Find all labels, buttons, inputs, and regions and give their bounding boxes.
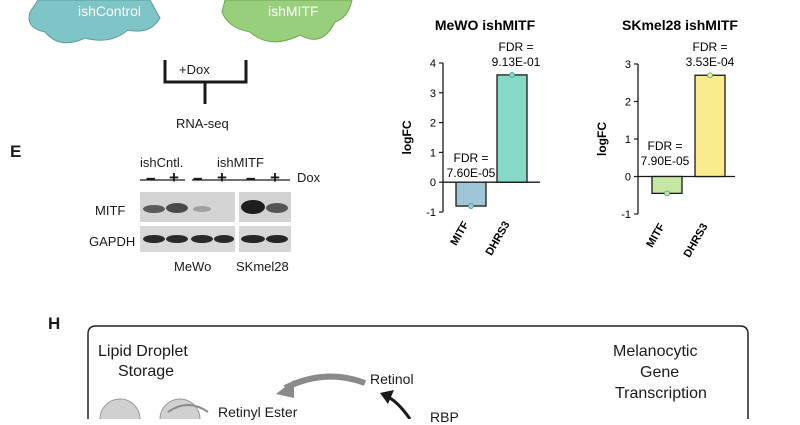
row-label-mitf: MITF <box>95 203 126 218</box>
y-axis-label: logFC <box>400 120 414 154</box>
retinyl-ester-label: Retinyl Ester <box>218 404 298 420</box>
chart-title: MeWO ishMITF <box>435 17 536 33</box>
lane-sign-1: – <box>146 168 156 187</box>
x-tick-label: DHRS3 <box>682 222 711 260</box>
panel-label-e: E <box>10 142 22 161</box>
y-tick-label: 4 <box>430 58 436 70</box>
bar-mitf <box>455 181 487 207</box>
transcription-label-1: Melanocytic <box>613 343 698 360</box>
x-tick-label: MITF <box>644 221 667 249</box>
fdr-value: 9.13E-01 <box>492 55 541 69</box>
storage-label-2: Storage <box>118 363 175 380</box>
ish-mitf-label: ishMITF <box>268 3 319 19</box>
lane-sign-6: + <box>270 168 280 187</box>
group-underlines <box>140 170 290 181</box>
data-point <box>509 72 515 78</box>
data-point <box>468 203 474 209</box>
row-label-gapdh: GAPDH <box>89 234 136 249</box>
fdr-label: FDR = <box>692 40 727 54</box>
lane-sign-2: + <box>169 168 179 187</box>
fdr-value: 3.53E-04 <box>686 55 735 69</box>
diagram-frame <box>87 325 749 419</box>
y-tick-label: 1 <box>625 134 631 146</box>
fdr-value: 7.90E-05 <box>641 154 690 168</box>
y-tick-label: 0 <box>430 177 436 189</box>
bar-dhrs3 <box>496 74 528 183</box>
storage-label-1: Lipid Droplet <box>98 343 188 360</box>
chart-title: SKmel28 ishMITF <box>622 17 738 33</box>
y-axis-label: logFC <box>595 122 609 156</box>
y-tick-label: -1 <box>426 207 436 219</box>
x-tick-label: MITF <box>448 219 471 247</box>
data-point <box>664 190 670 197</box>
rbp-label: RBP <box>430 409 459 425</box>
ish-control-label: ishControl <box>78 3 142 19</box>
rna-seq-label: RNA-seq <box>176 116 229 131</box>
dox-bracket <box>163 60 248 104</box>
dox-label: Dox <box>297 170 321 185</box>
cell-schematic <box>0 0 360 140</box>
y-tick-label: 3 <box>625 59 631 71</box>
ish-mitf-cell <box>221 0 353 43</box>
fdr-label: FDR = <box>453 151 488 165</box>
y-tick-label: 1 <box>430 147 436 159</box>
group-label-ishcntl: ishCntl. <box>140 155 184 170</box>
retinol-label: Retinol <box>370 371 414 387</box>
y-tick-label: 2 <box>625 97 631 109</box>
fdr-value: 7.60E-05 <box>447 166 496 180</box>
transcription-label-2: Gene <box>640 364 680 381</box>
lane-sign-4: + <box>217 168 227 187</box>
y-tick-label: -1 <box>621 209 631 221</box>
lane-sign-5: – <box>246 168 256 187</box>
x-tick-label: DHRS3 <box>484 220 513 258</box>
panel-label-h: H <box>48 314 61 333</box>
fdr-label: FDR = <box>647 139 682 153</box>
lipid-droplet-1 <box>99 398 141 425</box>
retinol-uptake-arrow <box>387 395 412 420</box>
data-point <box>707 72 713 79</box>
fdr-label: FDR = <box>498 40 533 54</box>
transcription-label-3: Transcription <box>615 385 707 402</box>
group-label-ishmitf: ishMITF <box>217 155 264 170</box>
y-tick-label: 3 <box>430 88 436 100</box>
cell-line-skmel28: SKmel28 <box>236 259 289 274</box>
bar-dhrs3 <box>694 74 726 178</box>
ish-control-cell <box>28 0 161 44</box>
storage-arrow <box>167 404 209 413</box>
dox-treatment-label: +Dox <box>179 62 210 77</box>
esterification-arrow <box>283 373 367 391</box>
blot-images <box>140 192 295 254</box>
lane-sign-3: – <box>193 168 203 187</box>
y-tick-label: 2 <box>430 118 436 130</box>
cell-line-mewo: MeWo <box>174 259 212 274</box>
y-tick-label: 0 <box>625 172 631 184</box>
lipid-droplet-2 <box>159 398 201 425</box>
